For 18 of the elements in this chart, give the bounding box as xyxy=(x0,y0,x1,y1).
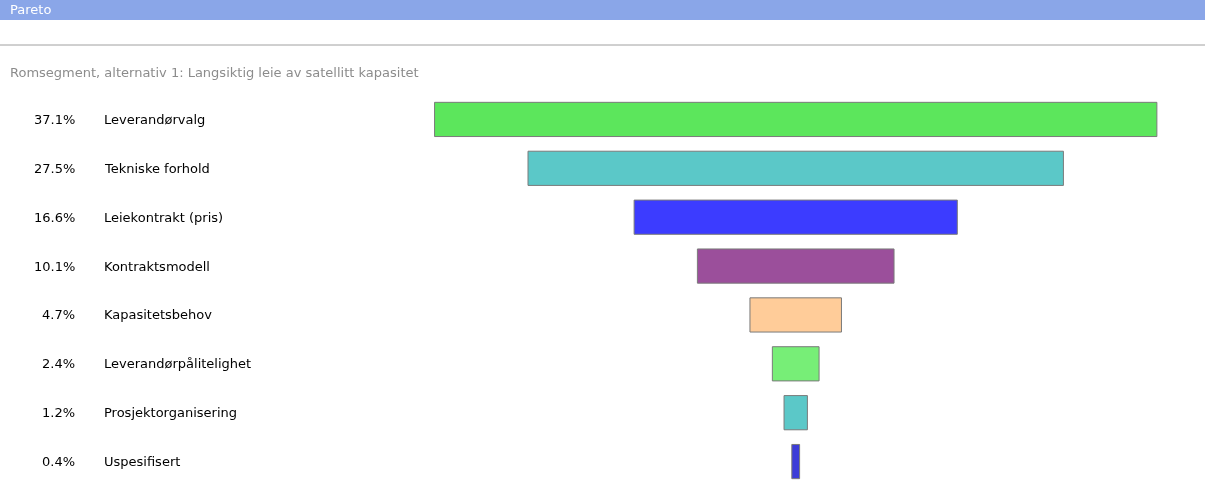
text: Pareto xyxy=(10,2,52,17)
category-label: Leverandørpålitelighet xyxy=(104,356,252,371)
text: Romsegment, alternativ 1: Langsiktig leie av satellitt kapasitet xyxy=(10,65,419,80)
category-label: Tekniske forhold xyxy=(104,161,210,176)
category-label: Uspesifisert xyxy=(104,454,181,469)
data-label: 0.4% xyxy=(42,454,76,469)
data-label: 10.1% xyxy=(34,259,76,274)
category-label: Prosjektorganisering xyxy=(104,405,237,420)
data-label: 2.4% xyxy=(42,356,76,371)
data-label: 37.1% xyxy=(34,112,76,127)
data-label: 27.5% xyxy=(34,161,76,176)
category-label: Kapasitetsbehov xyxy=(104,307,213,322)
category-label: Kontraktsmodell xyxy=(104,259,210,274)
category-label: Leiekontrakt (pris) xyxy=(104,210,224,225)
data-label: 16.6% xyxy=(34,210,76,225)
data-label: 1.2% xyxy=(42,405,76,420)
data-label: 4.7% xyxy=(42,307,76,322)
category-label: Leverandørvalg xyxy=(104,112,206,127)
